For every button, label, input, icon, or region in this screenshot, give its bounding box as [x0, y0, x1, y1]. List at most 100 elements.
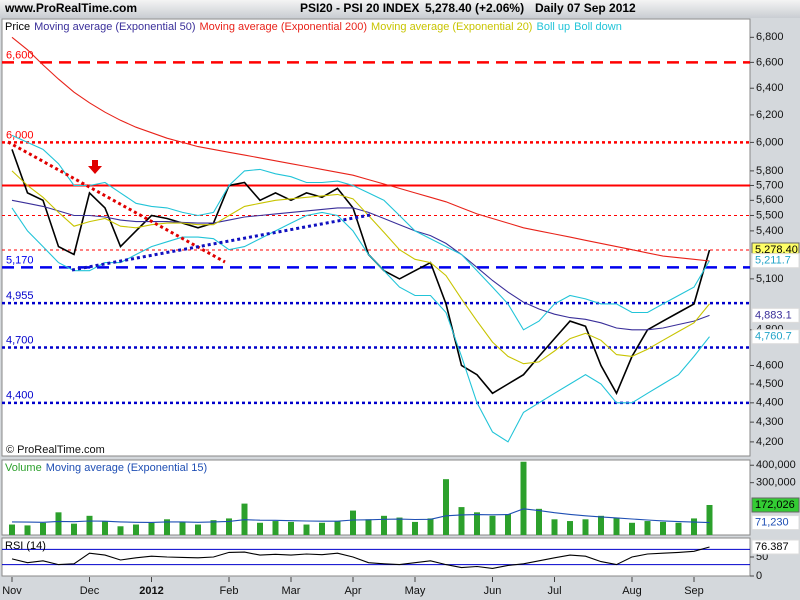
- y-tick-label: 400,000: [756, 459, 796, 471]
- y-tick-label: 4,500: [756, 378, 784, 390]
- x-tick-label: Dec: [80, 585, 100, 597]
- volume-bar: [551, 519, 558, 535]
- value-marker-label: 4,883.1: [755, 309, 792, 321]
- x-tick-label: Aug: [622, 585, 642, 597]
- level-label: 4,400: [6, 390, 34, 402]
- header-bar: [0, 0, 800, 18]
- volume-bar: [691, 518, 697, 535]
- level-label: 6,000: [6, 129, 34, 141]
- period: Daily 07 Sep 2012: [535, 1, 636, 15]
- value-marker: [751, 329, 800, 345]
- x-tick-label: May: [405, 585, 426, 597]
- volume-bar: [148, 522, 155, 535]
- volume-bar: [396, 517, 403, 535]
- legend-entry: Price: [5, 21, 30, 33]
- value-marker-label: 4,760.7: [755, 331, 792, 343]
- x-tick-label: 2012: [139, 585, 163, 597]
- legend: Price Moving average (Exponential 50) Movi…: [5, 21, 622, 33]
- y-tick-label: 6,200: [756, 109, 784, 121]
- legend-entry: Moving average (Exponential 50): [34, 21, 195, 33]
- volume-bar: [179, 521, 186, 535]
- footer: © ProRealTime.com: [6, 444, 105, 456]
- x-tick-label: Sep: [684, 585, 704, 597]
- series-line: [11, 149, 711, 396]
- volume-bar: [195, 524, 201, 535]
- value-marker: [751, 515, 800, 531]
- volume-bar: [443, 479, 449, 535]
- legend-entry: Volume: [5, 462, 42, 474]
- value-marker-label: 5,211.7: [755, 255, 791, 267]
- legend-entry: Moving average (Exponential 15): [46, 462, 207, 474]
- value-marker: [751, 253, 800, 269]
- volume-bar: [117, 526, 124, 535]
- x-tick-label: Jul: [547, 585, 561, 597]
- volume-bar: [365, 519, 372, 535]
- quote: 5,278.40 (+2.06%): [425, 1, 524, 15]
- value-marker-label: 71,230: [755, 516, 789, 528]
- trend-line: [71, 213, 371, 272]
- value-marker: [751, 497, 800, 513]
- x-tick-label: Feb: [220, 585, 239, 597]
- main-panel: [1, 18, 751, 457]
- volume-bar: [102, 521, 108, 535]
- volume-bar: [257, 522, 263, 535]
- volume-bar: [582, 519, 589, 535]
- volume-bar: [86, 515, 93, 535]
- y-tick-label: 5,700: [756, 179, 784, 191]
- volume-bar: [40, 522, 46, 535]
- x-tick-label: Nov: [2, 585, 22, 597]
- legend: RSI (14): [5, 540, 46, 552]
- legend-entry: Moving average (Exponential 200): [200, 21, 368, 33]
- x-tick-label: Apr: [344, 585, 361, 597]
- volume-bar: [505, 514, 511, 535]
- y-tick-label: 5,100: [756, 273, 784, 285]
- symbol: PSI20 - PSI 20 INDEX: [300, 1, 419, 15]
- y-tick-label: 4,300: [756, 416, 784, 428]
- legend: Volume Moving average (Exponential 15): [5, 462, 207, 474]
- level-label: 4,700: [6, 334, 34, 346]
- series-line: [11, 207, 710, 443]
- value-marker: [751, 539, 800, 555]
- y-tick-label: 5,600: [756, 194, 784, 206]
- volume-bar: [226, 518, 232, 535]
- site: www.ProRealTime.com: [4, 1, 137, 15]
- volume-bar: [629, 522, 635, 535]
- y-tick-label: 5,400: [756, 225, 784, 237]
- y-tick-label: 0: [756, 570, 762, 582]
- value-marker-label: 172,026: [755, 499, 795, 511]
- volume-bar: [9, 524, 15, 535]
- volume-bar: [350, 510, 356, 535]
- volume-bar: [272, 521, 279, 535]
- x-tick-label: Jun: [484, 585, 502, 597]
- legend-title: RSI (14): [5, 540, 46, 552]
- volume-bar: [55, 512, 62, 535]
- y-tick-label: 5,800: [756, 165, 784, 177]
- volume-bar: [71, 523, 77, 535]
- volume-bar: [458, 507, 465, 535]
- y-tick-label: 6,000: [756, 136, 784, 148]
- y-tick-label: 4,600: [756, 359, 784, 371]
- arrow-marker: [88, 160, 102, 174]
- level-label: 6,600: [6, 49, 34, 61]
- y-tick-label: 6,600: [756, 56, 784, 68]
- volume-bar: [319, 522, 325, 535]
- legend-entry: Moving average (Exponential 20): [371, 21, 532, 33]
- legend-entry: Boll down: [574, 21, 622, 33]
- volume-bar: [303, 524, 310, 535]
- series-line: [11, 546, 710, 569]
- volume-bar: [24, 525, 31, 535]
- level-label: 5,170: [6, 254, 34, 266]
- volume-bar: [474, 512, 480, 535]
- y-tick-label: 300,000: [756, 477, 796, 489]
- level-label: 4,955: [6, 290, 34, 302]
- volume-bar: [133, 524, 139, 535]
- volume-bar: [164, 519, 170, 535]
- x-tick-label: Mar: [282, 585, 301, 597]
- volume-bar: [520, 461, 527, 535]
- legend-entry: Boll up: [536, 21, 570, 33]
- rsi-panel: [1, 537, 751, 577]
- volume-bar: [660, 521, 666, 535]
- y-tick-label: 6,800: [756, 31, 784, 43]
